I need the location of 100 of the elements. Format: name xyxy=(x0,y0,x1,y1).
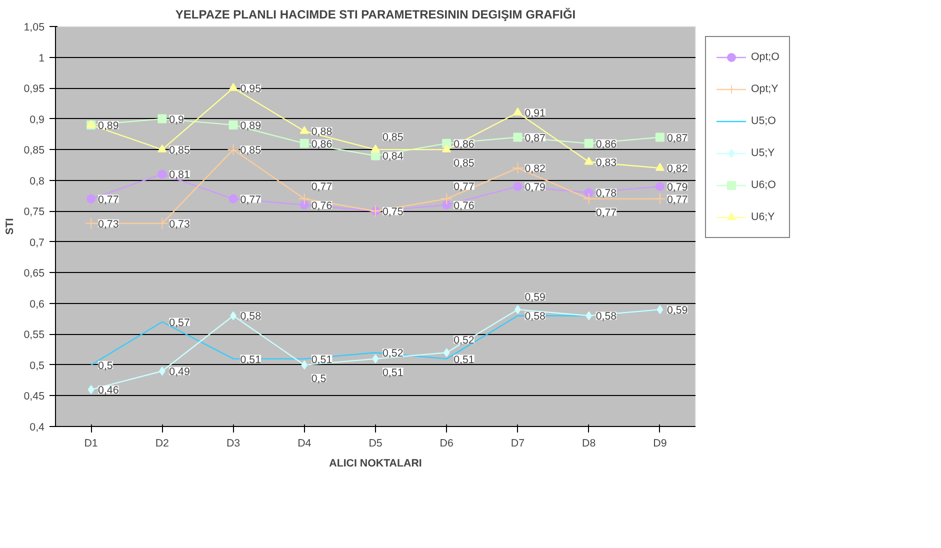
x-tick-label: D5 xyxy=(368,438,382,450)
data-label: 0,5 xyxy=(98,360,113,372)
data-label: 0,51 xyxy=(454,354,474,366)
point xyxy=(88,385,94,394)
x-tick-label: D4 xyxy=(298,438,312,450)
point xyxy=(158,144,167,152)
point xyxy=(372,354,379,364)
legend-label: Opt;Y xyxy=(751,83,778,95)
x-tick-label: D3 xyxy=(226,438,240,450)
data-label: 0,79 xyxy=(524,182,546,194)
data-label: 0,86 xyxy=(454,138,474,150)
y-axis-title: STI xyxy=(4,218,16,235)
y-tick-label: 0,75 xyxy=(24,206,45,218)
point xyxy=(371,144,380,152)
data-label: 0,81 xyxy=(169,169,190,182)
point xyxy=(228,82,238,91)
y-tick-label: 0,65 xyxy=(24,268,45,280)
y-tick-label: 0,5 xyxy=(30,360,45,372)
data-label: 0,85 xyxy=(382,132,404,144)
data-label: 0,77 xyxy=(454,180,474,193)
data-label: 0,86 xyxy=(596,138,617,150)
legend-label: U6;Y xyxy=(751,211,775,223)
data-label: 0,83 xyxy=(596,156,617,169)
data-label: 0,59 xyxy=(666,304,688,317)
point xyxy=(654,192,666,205)
point xyxy=(228,120,238,130)
point xyxy=(584,138,594,148)
data-label: 0,79 xyxy=(666,182,688,194)
data-label: 0,51 xyxy=(311,354,332,366)
x-tick-label: D7 xyxy=(510,438,525,450)
data-label: 0,84 xyxy=(382,150,404,163)
data-label: 0,52 xyxy=(382,348,404,360)
data-label: 0,77 xyxy=(311,180,332,193)
data-label: 0,77 xyxy=(666,194,688,206)
legend-label: Opt;O xyxy=(751,51,780,63)
data-label: 0,77 xyxy=(240,194,262,206)
data-label: 0,89 xyxy=(240,120,262,132)
point xyxy=(86,194,96,204)
point xyxy=(443,348,450,358)
data-label: 0,87 xyxy=(524,132,546,144)
data-label: 0,59 xyxy=(524,292,546,304)
point xyxy=(513,108,522,116)
point xyxy=(656,305,664,314)
x-tick-label: D2 xyxy=(155,438,170,450)
data-label: 0,82 xyxy=(524,163,546,176)
data-label: 0,52 xyxy=(454,334,474,347)
data-label: 0,88 xyxy=(311,126,332,138)
y-tick-label: 0,7 xyxy=(30,236,45,249)
data-label: 0,73 xyxy=(98,218,119,230)
data-label: 0,89 xyxy=(98,120,119,132)
data-label: 0,5 xyxy=(311,372,326,385)
chart-title: YELPAZE PLANLI HACIMDE STI PARAMETRESININ DEGIŞIM GRAFIĞI xyxy=(175,8,576,22)
point xyxy=(442,200,452,210)
point xyxy=(440,192,453,205)
point xyxy=(300,126,309,134)
data-label: 0,87 xyxy=(666,132,688,144)
y-tick-label: 1 xyxy=(38,52,45,64)
legend-label: U5;Y xyxy=(751,147,775,159)
data-label: 0,51 xyxy=(240,354,262,366)
data-label: 0,91 xyxy=(524,108,546,120)
y-tick-label: 0,55 xyxy=(24,329,45,342)
point xyxy=(85,217,98,230)
data-label: 0,77 xyxy=(596,206,617,219)
data-label: 0,73 xyxy=(169,218,190,230)
data-label: 0,85 xyxy=(169,144,190,157)
y-tick-label: 0,85 xyxy=(24,144,45,157)
point xyxy=(300,138,309,148)
x-tick-label: D9 xyxy=(653,438,667,450)
point xyxy=(513,132,522,142)
data-label: 0,49 xyxy=(169,366,190,378)
y-tick-label: 0,6 xyxy=(30,298,45,310)
point xyxy=(655,162,664,171)
y-tick-label: 0,95 xyxy=(24,83,45,96)
data-label: 0,51 xyxy=(382,366,404,379)
x-tick-label: D8 xyxy=(582,438,596,450)
point xyxy=(158,170,167,179)
data-label: 0,85 xyxy=(240,144,262,157)
point xyxy=(228,194,238,204)
y-tick-label: 1,05 xyxy=(24,22,45,34)
point xyxy=(301,360,308,370)
data-label: 0,85 xyxy=(454,158,474,170)
x-tick-label: D1 xyxy=(84,438,98,450)
x-tick-label: D6 xyxy=(440,438,454,450)
point xyxy=(584,188,594,198)
point xyxy=(227,144,240,156)
point xyxy=(582,192,595,205)
point xyxy=(584,156,594,165)
x-axis-title: ALICI NOKTALARI xyxy=(329,458,422,470)
legend-label: U5;O xyxy=(751,115,776,127)
data-label: 0,46 xyxy=(98,384,119,397)
y-tick-label: 0,4 xyxy=(30,422,45,434)
data-label: 0,75 xyxy=(382,206,404,218)
data-label: 0,86 xyxy=(311,138,332,150)
point xyxy=(158,114,167,124)
data-label: 0,82 xyxy=(666,163,688,176)
point xyxy=(655,132,664,142)
data-label: 0,76 xyxy=(311,200,332,212)
data-label: 0,77 xyxy=(98,194,119,206)
point xyxy=(300,200,309,210)
point xyxy=(156,217,168,230)
